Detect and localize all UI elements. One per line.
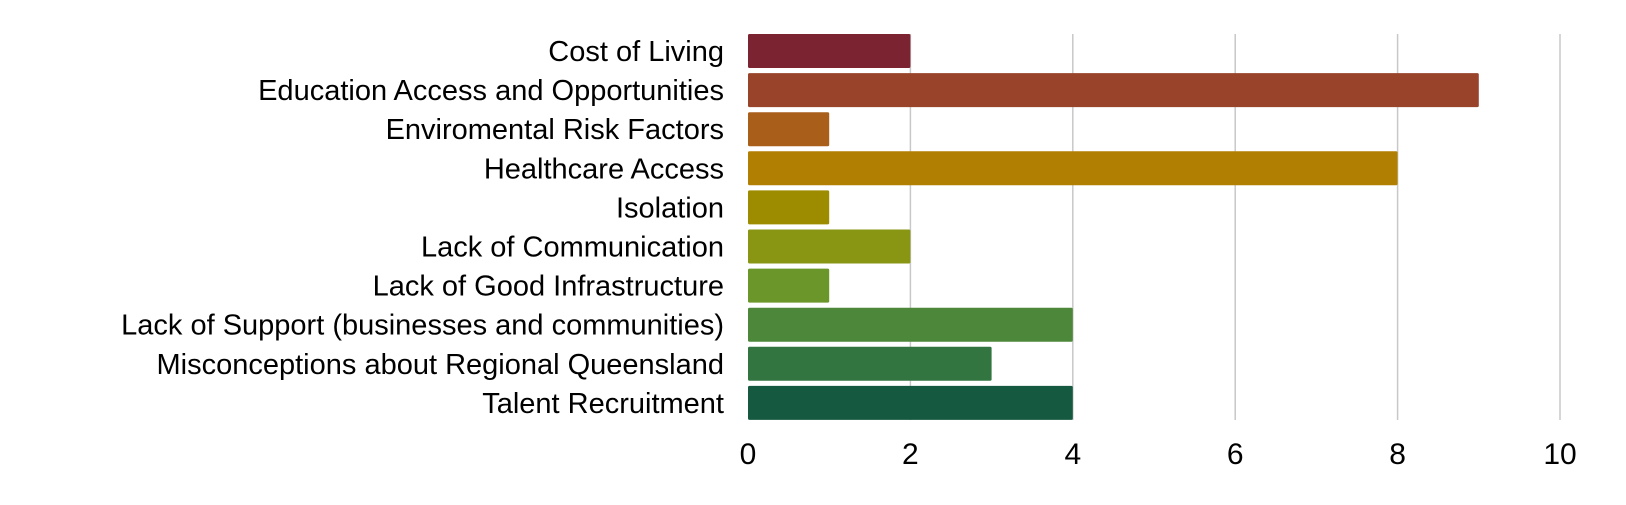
bar-2 (748, 112, 830, 147)
category-labels: Cost of Living Education Access and Oppor… (121, 36, 724, 420)
category-label-3: Healthcare Access (484, 153, 724, 185)
category-label-2: Enviromental Risk Factors (386, 114, 724, 146)
category-label-8: Misconceptions about Regional Queensland (157, 349, 724, 381)
x-axis-ticks: 0 2 4 6 8 10 (740, 438, 1577, 471)
bar-6 (748, 268, 830, 303)
category-label-5: Lack of Communication (421, 232, 724, 264)
x-tick-label-6: 6 (1227, 438, 1244, 471)
bars (748, 34, 1479, 420)
bar-3 (748, 151, 1398, 186)
x-tick-label-10: 10 (1543, 438, 1576, 471)
x-tick-label-8: 8 (1389, 438, 1406, 471)
bar-1 (748, 73, 1479, 108)
bar-7 (748, 307, 1073, 342)
x-tick-label-2: 2 (902, 438, 919, 471)
bar-8 (748, 346, 992, 381)
bar-0 (748, 34, 911, 68)
category-label-6: Lack of Good Infrastructure (373, 271, 724, 303)
x-tick-label-4: 4 (1064, 438, 1081, 471)
category-label-4: Isolation (616, 192, 724, 224)
bar-5 (748, 229, 911, 264)
x-tick-label-0: 0 (740, 438, 757, 471)
category-label-7: Lack of Support (businesses and communit… (121, 310, 724, 342)
category-label-0: Cost of Living (548, 36, 724, 68)
category-label-1: Education Access and Opportunities (258, 75, 724, 107)
category-label-9: Talent Recruitment (482, 388, 724, 420)
bar-9 (748, 385, 1073, 420)
bar-4 (748, 190, 830, 225)
